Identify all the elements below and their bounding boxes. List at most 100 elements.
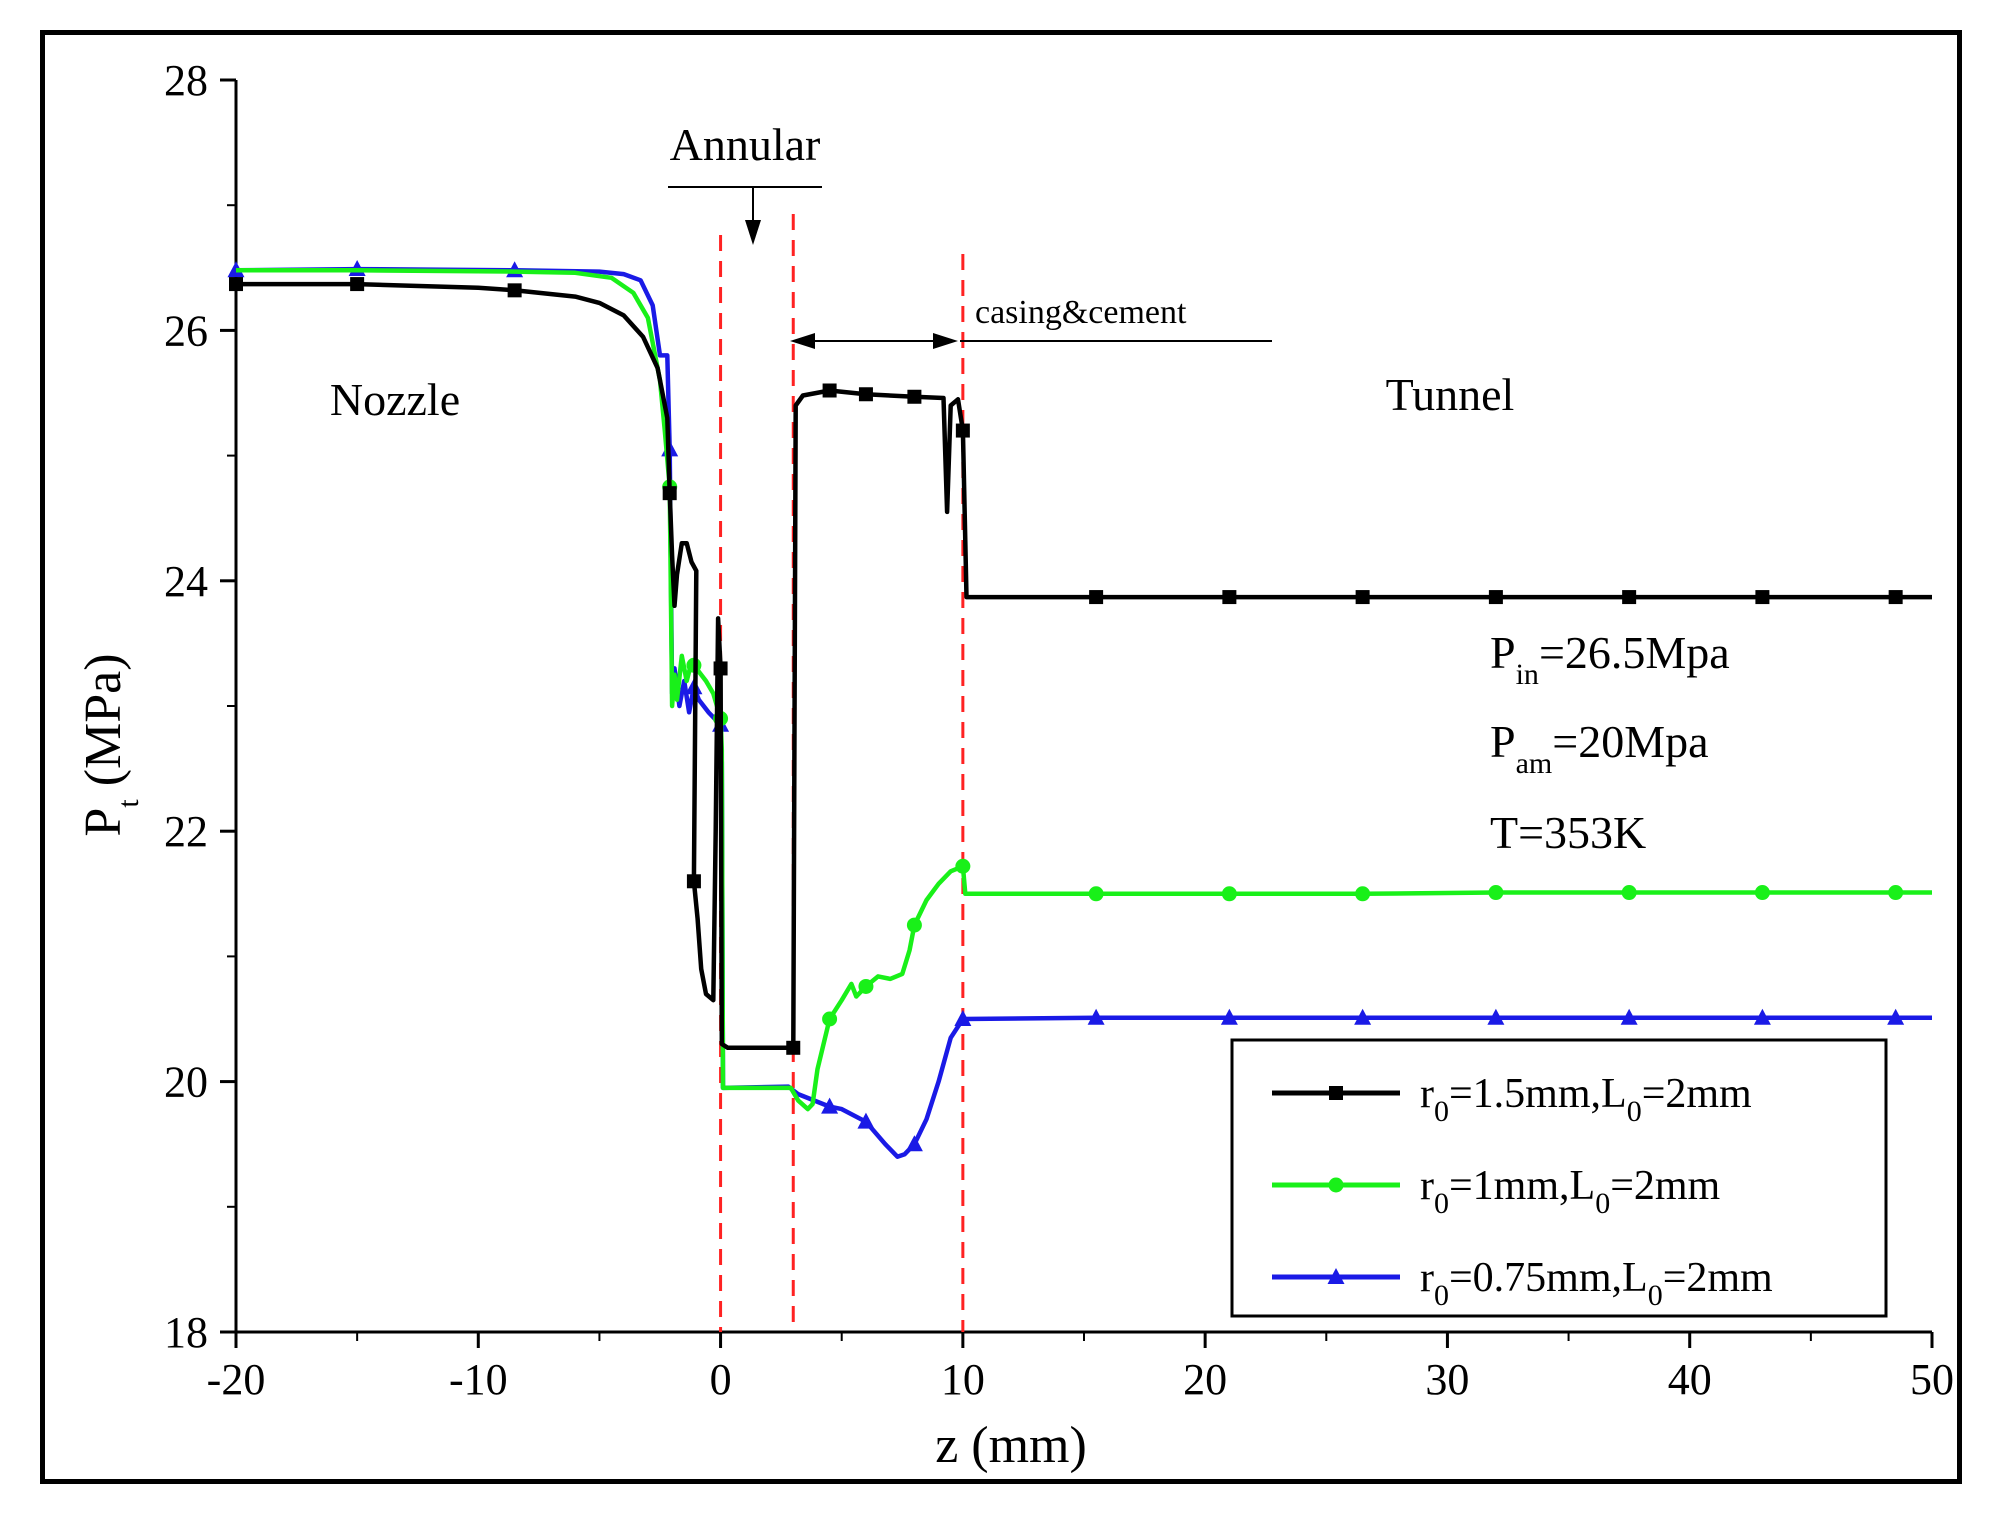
- series-circle: [236, 268, 1932, 1112]
- data-point-marker: [955, 858, 971, 874]
- x-tick-label: 40: [1668, 1355, 1712, 1404]
- svg-text:Pt (MPa): Pt (MPa): [75, 653, 145, 836]
- x-axis-title: z (mm): [935, 1417, 1087, 1474]
- annular-arrowhead: [745, 220, 761, 245]
- legend-label-part: r: [1420, 1071, 1434, 1117]
- data-point-marker: [1888, 885, 1904, 901]
- data-point-marker: [1488, 590, 1503, 605]
- data-point-marker: [955, 423, 970, 438]
- annotation-tunnel: Tunnel: [1386, 369, 1515, 420]
- data-point-marker: [1754, 885, 1770, 901]
- y-tick-label: 20: [164, 1058, 208, 1107]
- series-layer: [227, 260, 1932, 1159]
- data-point-marker: [1221, 886, 1237, 902]
- legend-label-subscript: 0: [1595, 1187, 1610, 1220]
- series-line: [236, 268, 1932, 1112]
- legend-label-part: r: [1420, 1255, 1434, 1301]
- p-am-sub: am: [1516, 747, 1553, 780]
- data-point-marker: [1888, 590, 1903, 605]
- legend-label-subscript: 0: [1627, 1095, 1642, 1128]
- data-point-marker: [1222, 590, 1237, 605]
- data-point-marker: [686, 874, 701, 889]
- y-axis-title-main: P: [75, 808, 132, 837]
- y-tick-label: 26: [164, 306, 208, 355]
- x-tick-label: 0: [710, 1355, 732, 1404]
- casing-arrow-left: [790, 333, 815, 349]
- y-tick-label: 28: [164, 56, 208, 105]
- legend-swatch-marker: [1329, 1086, 1343, 1100]
- legend-label: r0=1mm,L0=2mm: [1420, 1163, 1721, 1220]
- annotation-annular: Annular: [670, 119, 821, 170]
- y-axis-title: Pt (MPa): [75, 653, 145, 836]
- data-point-marker: [954, 1010, 972, 1026]
- legend-label-part: =0.75mm,L: [1449, 1255, 1648, 1301]
- data-point-marker: [1620, 1008, 1638, 1025]
- data-point-marker: [1621, 885, 1637, 901]
- x-tick-label: -20: [207, 1355, 266, 1404]
- annotation-temperature: T=353K: [1490, 807, 1646, 858]
- data-point-marker: [857, 1112, 875, 1129]
- legend-label-part: =1.5mm,L: [1449, 1071, 1627, 1117]
- y-axis-title-unit: (MPa): [75, 653, 132, 799]
- series-square: [229, 277, 1932, 1055]
- legend-label-subscript: 0: [1434, 1095, 1449, 1128]
- data-point-marker: [1753, 1008, 1771, 1025]
- casing-arrow-right: [933, 333, 958, 349]
- legend: r0=1.5mm,L0=2mmr0=1mm,L0=2mmr0=0.75mm,L0…: [1230, 1038, 1888, 1318]
- series-triangle: [227, 260, 1932, 1159]
- legend-label-part: r: [1420, 1163, 1434, 1209]
- x-tick-label: -10: [449, 1355, 508, 1404]
- data-point-marker: [713, 661, 728, 676]
- x-tick-label: 10: [941, 1355, 985, 1404]
- data-point-marker: [1087, 1008, 1105, 1025]
- data-point-marker: [1488, 885, 1504, 901]
- legend-label-subscript: 0: [1434, 1187, 1449, 1220]
- data-point-marker: [350, 277, 365, 292]
- data-point-marker: [905, 1135, 923, 1152]
- data-point-marker: [906, 917, 922, 933]
- data-point-marker: [1355, 886, 1371, 902]
- data-point-marker: [1622, 590, 1637, 605]
- legend-label-part: =1mm,L: [1449, 1163, 1595, 1209]
- legend-swatch-marker: [1328, 1177, 1344, 1193]
- y-tick-label: 22: [164, 807, 208, 856]
- data-point-marker: [1088, 886, 1104, 902]
- region-boundaries: [719, 214, 965, 1332]
- data-point-marker: [786, 1040, 801, 1055]
- data-point-marker: [1089, 590, 1104, 605]
- data-point-marker: [507, 283, 522, 298]
- data-point-marker: [229, 277, 243, 292]
- data-point-marker: [907, 389, 922, 404]
- data-point-marker: [1220, 1008, 1238, 1025]
- p-in-value: =26.5Mpa: [1539, 627, 1730, 678]
- legend-entries: r0=1.5mm,L0=2mmr0=1mm,L0=2mmr0=0.75mm,L0…: [1272, 1071, 1773, 1312]
- legend-entry-circle: r0=1mm,L0=2mm: [1272, 1163, 1721, 1220]
- y-tick-label: 24: [164, 557, 208, 606]
- y-axis-title-sub: t: [112, 799, 145, 808]
- data-point-marker: [662, 486, 677, 501]
- annotation-casing-cement: casing&cement: [975, 294, 1187, 331]
- data-point-marker: [858, 387, 873, 402]
- p-in-main: P: [1490, 627, 1516, 678]
- legend-swatch-marker: [1327, 1268, 1345, 1284]
- x-tick-label: 20: [1183, 1355, 1227, 1404]
- data-point-marker: [822, 383, 837, 398]
- data-point-marker: [1355, 590, 1370, 605]
- data-point-marker: [822, 1011, 838, 1027]
- p-in-sub: in: [1516, 658, 1539, 691]
- series-line: [235, 266, 1932, 1159]
- legend-label: r0=1.5mm,L0=2mm: [1420, 1071, 1752, 1128]
- data-point-marker: [1354, 1008, 1372, 1025]
- data-point-marker: [1755, 590, 1770, 605]
- legend-label-subscript: 0: [1434, 1279, 1449, 1312]
- legend-label-part: =2mm: [1642, 1071, 1752, 1117]
- annotation-p-in: Pin=26.5Mpa: [1490, 627, 1730, 691]
- x-tick-label: 50: [1910, 1355, 1954, 1404]
- p-am-value: =20Mpa: [1552, 716, 1708, 767]
- data-point-marker: [1487, 1008, 1505, 1025]
- p-am-main: P: [1490, 716, 1516, 767]
- legend-label-subscript: 0: [1648, 1279, 1663, 1312]
- legend-label-part: =2mm: [1663, 1255, 1773, 1301]
- annotation-nozzle: Nozzle: [330, 374, 460, 425]
